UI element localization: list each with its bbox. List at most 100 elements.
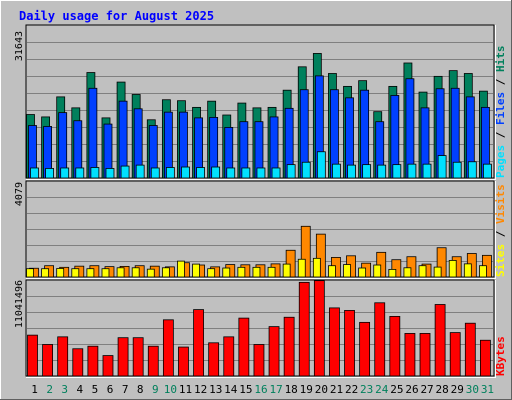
sites-bar [207, 268, 216, 278]
sites-bar [267, 266, 276, 278]
sites-bar [237, 266, 246, 278]
x-tick-label: 18 [285, 383, 298, 396]
sites-bar [297, 258, 306, 278]
pages-bar [181, 166, 190, 179]
legend-separator: / [494, 125, 507, 145]
kbytes-bar [449, 332, 461, 377]
panel3-max-label: 11041496 [14, 280, 25, 328]
kbytes-bar [178, 346, 189, 377]
pages-bar [30, 167, 39, 179]
sites-bar [448, 260, 457, 278]
legend-3: KBytes [494, 336, 507, 376]
sites-bar [56, 268, 65, 278]
pages-bar [332, 163, 341, 179]
visits-bar [391, 259, 402, 278]
x-tick-label: 15 [239, 383, 252, 396]
x-tick-label: 12 [194, 383, 207, 396]
sites-bar [252, 266, 261, 278]
pages-bar [165, 167, 175, 179]
x-tick-label: 5 [92, 383, 99, 396]
chart-panels [25, 24, 496, 378]
x-tick-label: 4 [77, 383, 84, 396]
x-tick-label: 2 [46, 383, 53, 396]
chart-bars [26, 53, 492, 377]
sites-bar [282, 263, 291, 278]
sites-bar [86, 268, 95, 278]
visits-bar [300, 225, 311, 278]
x-tick-label: 8 [137, 383, 144, 396]
visits-bar [315, 233, 326, 278]
pages-bar [467, 161, 477, 179]
pages-bar [437, 155, 447, 179]
kbytes-bar [283, 316, 295, 377]
legend-1: Pages / Files / Hits [494, 46, 507, 179]
x-tick-label: 10 [164, 383, 177, 396]
sites-bar [373, 264, 382, 278]
x-tick-label: 23 [360, 383, 373, 396]
pages-bar [60, 167, 70, 179]
x-tick-label: 13 [209, 383, 222, 396]
sites-bar [41, 268, 49, 278]
pages-bar [301, 161, 311, 179]
sites-bar [418, 265, 427, 278]
x-tick-label: 6 [107, 383, 114, 396]
sites-bar [26, 268, 34, 278]
kbytes-bar [147, 345, 159, 377]
sites-bar [192, 263, 200, 278]
sites-bar [116, 267, 125, 278]
x-tick-label: 20 [315, 383, 328, 396]
x-tick-label: 16 [254, 383, 267, 396]
pages-bar [422, 163, 432, 179]
visits-bar [436, 247, 447, 278]
sites-bar [358, 267, 367, 278]
y-axis-labels: 31643 4079 11041496 [14, 31, 25, 328]
kbytes-bar [117, 337, 129, 377]
sites-bar [101, 268, 110, 278]
sites-bar [403, 267, 412, 278]
kbytes-bar [344, 310, 355, 377]
x-tick-label: 21 [330, 383, 343, 396]
kbytes-bar [313, 280, 325, 377]
pages-bar [150, 167, 160, 179]
x-tick-label: 17 [269, 383, 282, 396]
x-tick-label: 24 [375, 383, 389, 396]
pages-bar [452, 161, 462, 179]
panel1-max-label: 31643 [14, 31, 25, 61]
sites-bar [222, 267, 231, 278]
x-tick-label: 1 [31, 383, 38, 396]
pages-bar [362, 164, 372, 179]
pages-bar [211, 166, 221, 179]
x-tick-label: 3 [61, 383, 68, 396]
kbytes-bar [223, 336, 235, 377]
legend-item-visits: Visits [494, 184, 507, 224]
chart-legends: Pages / Files / Hits Sites / Visits KBytes [494, 46, 507, 377]
legend-item-sites: Sites [494, 244, 507, 277]
kbytes-bar [298, 281, 310, 377]
pages-bar [392, 164, 402, 179]
kbytes-bar [57, 336, 69, 377]
kbytes-bar [72, 348, 84, 377]
kbytes-bar [132, 337, 144, 377]
pages-bar [286, 164, 296, 179]
pages-bar [241, 167, 251, 179]
pages-bar [347, 164, 356, 179]
x-tick-label: 29 [451, 383, 464, 396]
legend-item-pages: Pages [494, 145, 507, 178]
kbytes-bar [27, 334, 38, 377]
visits-bar [285, 249, 296, 278]
kbytes-bar [253, 344, 265, 377]
pages-bar [75, 167, 85, 179]
kbytes-bar [419, 333, 431, 377]
pages-bar [407, 163, 417, 179]
legend-item-hits: Hits [494, 46, 507, 73]
kbytes-bar [464, 322, 476, 377]
x-tick-label: 28 [436, 383, 449, 396]
legend-2: Sites / Visits [494, 184, 507, 277]
sites-bar [131, 267, 140, 278]
pages-bar [271, 167, 281, 179]
x-tick-label: 31 [481, 383, 494, 396]
pages-bar [196, 167, 205, 179]
sites-bar [463, 263, 472, 278]
